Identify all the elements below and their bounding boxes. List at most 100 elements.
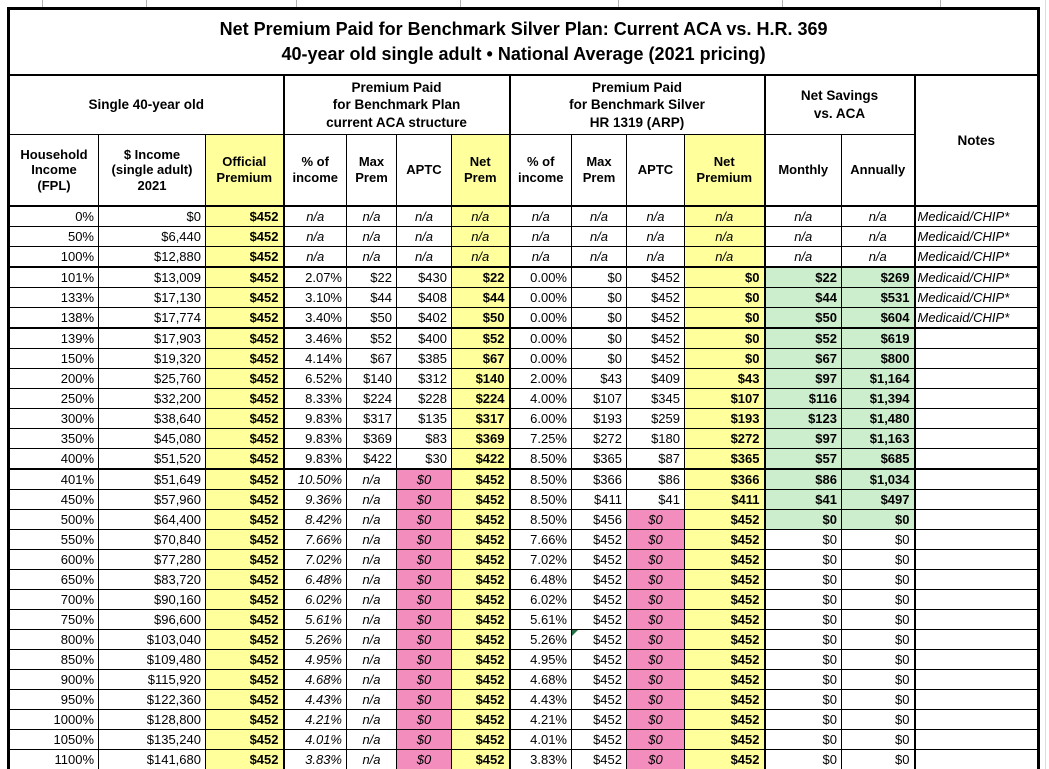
cell-fpl[interactable]: 450% xyxy=(8,489,99,510)
cell-arp_pct[interactable]: n/a xyxy=(509,226,572,247)
cell-fpl[interactable]: 300% xyxy=(8,408,99,429)
cell-income[interactable]: $32,200 xyxy=(98,388,206,409)
cell-income[interactable]: $51,520 xyxy=(98,448,206,470)
cell-notes[interactable]: Medicaid/CHIP* xyxy=(913,246,1040,268)
cell-aca_net[interactable]: $452 xyxy=(451,689,511,710)
cell-aca_net[interactable]: $452 xyxy=(451,629,511,650)
cell-aca_aptc[interactable]: $0 xyxy=(396,589,452,610)
cell-aca_net[interactable]: $452 xyxy=(451,649,511,670)
cell-income[interactable]: $57,960 xyxy=(98,489,206,510)
cell-monthly[interactable]: $116 xyxy=(764,388,842,409)
group-header-arp[interactable]: Premium Paid for Benchmark Silver HR 131… xyxy=(509,74,766,135)
cell-monthly[interactable]: $0 xyxy=(764,709,842,730)
cell-aca_pct[interactable]: 2.07% xyxy=(283,266,347,288)
cell-arp_net[interactable]: $0 xyxy=(684,287,766,308)
cell-arp_pct[interactable]: 0.00% xyxy=(509,327,572,349)
cell-arp_net[interactable]: $452 xyxy=(684,509,766,530)
cell-annually[interactable]: $0 xyxy=(841,549,916,570)
cell-fpl[interactable]: 1050% xyxy=(8,729,99,750)
cell-aca_max[interactable]: $22 xyxy=(346,266,397,288)
cell-fpl[interactable]: 800% xyxy=(8,629,99,650)
cell-aca_net[interactable]: $67 xyxy=(451,348,511,369)
cell-arp_max[interactable]: $452 xyxy=(571,609,627,630)
cell-arp_net[interactable]: $452 xyxy=(684,649,766,670)
cell-official[interactable]: $452 xyxy=(205,348,285,369)
cell-arp_max[interactable]: $452 xyxy=(571,669,627,690)
cell-arp_net[interactable]: $272 xyxy=(684,428,766,449)
cell-official[interactable]: $452 xyxy=(205,408,285,429)
cell-arp_max[interactable]: $452 xyxy=(571,749,627,769)
cell-fpl[interactable]: 550% xyxy=(8,529,99,550)
cell-aca_aptc[interactable]: $0 xyxy=(396,689,452,710)
cell-arp_pct[interactable]: 0.00% xyxy=(509,266,572,288)
cell-aca_aptc[interactable]: $0 xyxy=(396,729,452,750)
cell-arp_aptc[interactable]: $409 xyxy=(626,368,685,389)
cell-arp_net[interactable]: $365 xyxy=(684,448,766,470)
cell-aca_net[interactable]: $452 xyxy=(451,729,511,750)
cell-income[interactable]: $12,880 xyxy=(98,246,206,268)
cell-aca_net[interactable]: $452 xyxy=(451,749,511,769)
cell-aca_aptc[interactable]: $0 xyxy=(396,749,452,769)
cell-monthly[interactable]: $41 xyxy=(764,489,842,510)
cell-fpl[interactable]: 1000% xyxy=(8,709,99,730)
cell-aca_pct[interactable]: 4.68% xyxy=(283,669,347,690)
cell-arp_aptc[interactable]: $452 xyxy=(626,307,685,329)
cell-official[interactable]: $452 xyxy=(205,307,285,329)
cell-annually[interactable]: $0 xyxy=(841,529,916,550)
cell-arp_max[interactable]: $452 xyxy=(571,709,627,730)
cell-annually[interactable]: $0 xyxy=(841,509,916,530)
cell-notes[interactable] xyxy=(913,549,1040,570)
cell-arp_pct[interactable]: 6.02% xyxy=(509,589,572,610)
cell-notes[interactable] xyxy=(913,649,1040,670)
cell-annually[interactable]: $0 xyxy=(841,609,916,630)
cell-notes[interactable]: Medicaid/CHIP* xyxy=(913,287,1040,308)
cell-annually[interactable]: $0 xyxy=(841,709,916,730)
cell-fpl[interactable]: 350% xyxy=(8,428,99,449)
cell-aca_aptc[interactable]: $0 xyxy=(396,489,452,510)
cell-aca_pct[interactable]: 9.83% xyxy=(283,408,347,429)
cell-aca_pct[interactable]: 6.02% xyxy=(283,589,347,610)
cell-official[interactable]: $452 xyxy=(205,489,285,510)
cell-arp_aptc[interactable]: $0 xyxy=(626,529,685,550)
cell-annually[interactable]: $0 xyxy=(841,689,916,710)
cell-arp_aptc[interactable]: n/a xyxy=(626,205,685,227)
cell-aca_pct[interactable]: 3.46% xyxy=(283,327,347,349)
cell-notes[interactable] xyxy=(913,729,1040,750)
cell-arp_aptc[interactable]: $452 xyxy=(626,327,685,349)
cell-aca_net[interactable]: $50 xyxy=(451,307,511,329)
cell-arp_max[interactable]: $452 xyxy=(571,569,627,590)
cell-arp_pct[interactable]: 0.00% xyxy=(509,348,572,369)
cell-annually[interactable]: $619 xyxy=(841,327,916,349)
cell-arp_max[interactable]: $0 xyxy=(571,266,627,288)
cell-arp_aptc[interactable]: n/a xyxy=(626,226,685,247)
column-header-notes[interactable]: Notes xyxy=(913,74,1040,207)
cell-aca_aptc[interactable]: $312 xyxy=(396,368,452,389)
cell-notes[interactable]: Medicaid/CHIP* xyxy=(913,226,1040,247)
cell-arp_aptc[interactable]: $180 xyxy=(626,428,685,449)
cell-arp_net[interactable]: $411 xyxy=(684,489,766,510)
cell-aca_aptc[interactable]: n/a xyxy=(396,226,452,247)
cell-monthly[interactable]: $97 xyxy=(764,428,842,449)
cell-arp_pct[interactable]: 4.43% xyxy=(509,689,572,710)
cell-arp_max[interactable]: $0 xyxy=(571,327,627,349)
cell-aca_pct[interactable]: 5.26% xyxy=(283,629,347,650)
cell-arp_net[interactable]: $0 xyxy=(684,266,766,288)
cell-aca_max[interactable]: n/a xyxy=(346,649,397,670)
cell-arp_pct[interactable]: 2.00% xyxy=(509,368,572,389)
cell-arp_pct[interactable]: 7.25% xyxy=(509,428,572,449)
cell-official[interactable]: $452 xyxy=(205,609,285,630)
cell-arp_pct[interactable]: 8.50% xyxy=(509,448,572,470)
cell-arp_aptc[interactable]: $259 xyxy=(626,408,685,429)
cell-monthly[interactable]: n/a xyxy=(764,246,842,268)
column-header-arp-max-prem[interactable]: Max Prem xyxy=(571,134,627,207)
cell-arp_aptc[interactable]: $0 xyxy=(626,669,685,690)
cell-monthly[interactable]: $22 xyxy=(764,266,842,288)
cell-arp_aptc[interactable]: $86 xyxy=(626,468,685,490)
cell-arp_net[interactable]: $366 xyxy=(684,468,766,490)
cell-monthly[interactable]: $0 xyxy=(764,529,842,550)
cell-arp_pct[interactable]: 4.21% xyxy=(509,709,572,730)
cell-aca_aptc[interactable]: $402 xyxy=(396,307,452,329)
cell-official[interactable]: $452 xyxy=(205,246,285,268)
cell-arp_aptc[interactable]: $41 xyxy=(626,489,685,510)
cell-annually[interactable]: $0 xyxy=(841,589,916,610)
